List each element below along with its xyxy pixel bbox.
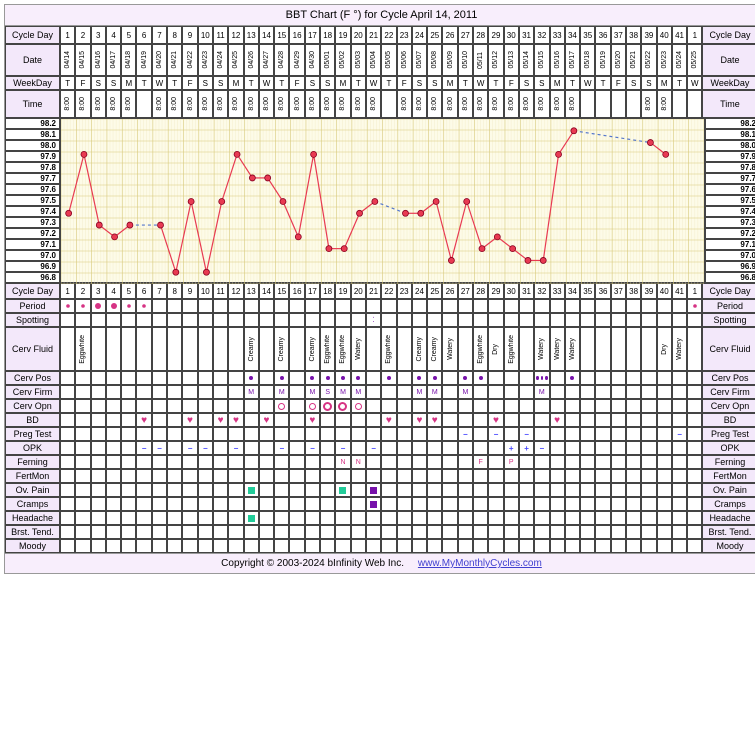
copyright: Copyright © 2003-2024 bInfinity Web Inc. [221,558,404,569]
footer-link[interactable]: www.MyMonthlyCycles.com [418,558,542,569]
footer: Copyright © 2003-2024 bInfinity Web Inc.… [5,553,755,573]
bbt-chart-container: BBT Chart (F °) for Cycle April 14, 2011… [4,4,755,574]
chart-title: BBT Chart (F °) for Cycle April 14, 2011 [5,5,755,26]
